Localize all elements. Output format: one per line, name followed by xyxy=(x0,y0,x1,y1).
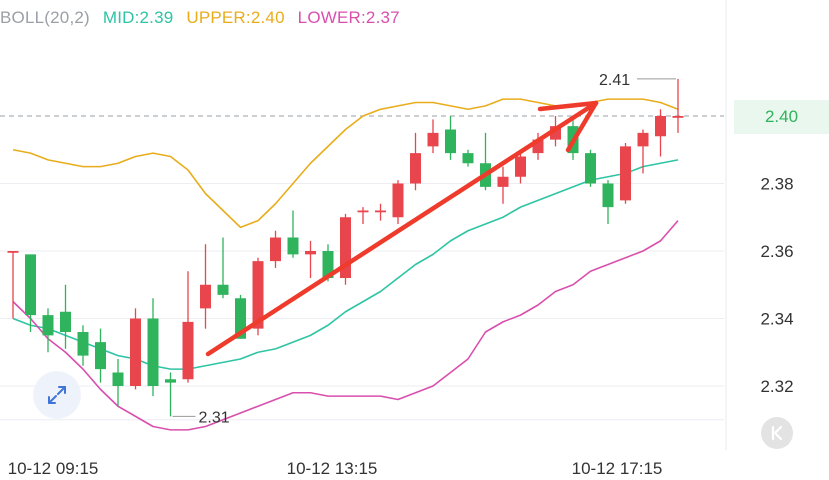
candle-body xyxy=(515,156,526,177)
candle-body xyxy=(445,129,456,154)
boll-upper-line xyxy=(12,98,679,229)
candle-body xyxy=(655,116,666,137)
trend-arrow-shaft xyxy=(205,100,599,357)
candle xyxy=(217,237,229,299)
candle xyxy=(497,166,509,204)
candle xyxy=(532,132,544,160)
candle-body xyxy=(25,254,36,316)
candle xyxy=(427,119,439,154)
current-price-value: 2.40 xyxy=(764,107,799,126)
candle-body xyxy=(340,217,351,278)
candle xyxy=(7,251,19,319)
candle xyxy=(77,325,89,366)
candle-body xyxy=(462,153,474,164)
candle xyxy=(480,132,491,191)
candle-body xyxy=(410,153,421,184)
candle-body xyxy=(375,210,386,213)
candle xyxy=(130,308,141,390)
candle xyxy=(392,180,404,224)
candle-body xyxy=(637,132,649,147)
candle-body xyxy=(585,153,596,184)
candle-body xyxy=(620,146,631,201)
expand-chart-button[interactable] xyxy=(34,372,80,418)
candle-body xyxy=(392,183,404,218)
candle-body xyxy=(182,321,194,380)
boll-indicator-name: BOLL(20,2) xyxy=(0,8,90,27)
candle-body xyxy=(200,284,211,309)
candle-body xyxy=(217,284,229,295)
candle-body xyxy=(550,126,561,140)
candle xyxy=(655,109,666,157)
candle xyxy=(95,328,106,383)
candle-body xyxy=(112,372,124,386)
candle xyxy=(445,116,456,160)
candle-body xyxy=(42,315,54,336)
trend-arrow-head xyxy=(537,100,599,112)
candle-body xyxy=(602,183,614,208)
candle xyxy=(200,244,211,329)
candle xyxy=(112,359,124,407)
candle xyxy=(357,207,369,224)
boll-mid-value: MID:2.39 xyxy=(102,8,174,27)
trend-arrow-head xyxy=(565,100,599,153)
y-axis-tick-label: 2.34 xyxy=(760,310,793,329)
candle xyxy=(602,180,614,224)
candle xyxy=(287,210,299,258)
boll-legend: BOLL(20,2) MID:2.39 UPPER:2.40 LOWER:2.3… xyxy=(0,8,408,30)
candle-body xyxy=(77,332,89,356)
current-price-tag: 2.40 xyxy=(734,100,829,134)
candle-body xyxy=(672,116,684,118)
y-axis-tick-label: 2.38 xyxy=(760,175,793,194)
y-axis-tick-label: 2.36 xyxy=(760,242,793,261)
candle-body xyxy=(147,318,159,386)
candle xyxy=(585,149,596,187)
high-price-label: 2.41 xyxy=(599,72,630,89)
candle-body xyxy=(95,342,106,370)
x-axis-tick-label: 10-12 09:15 xyxy=(8,459,99,478)
candle xyxy=(515,149,526,184)
candle-body xyxy=(165,379,176,383)
boll-upper-value: UPPER:2.40 xyxy=(186,8,285,27)
candle-body xyxy=(252,261,264,329)
candle xyxy=(165,372,176,417)
candle-body xyxy=(322,251,334,278)
candle-body xyxy=(427,132,439,147)
y-axis-tick-label: 2.32 xyxy=(760,377,793,396)
candle xyxy=(270,230,281,268)
boll-lower-value: LOWER:2.37 xyxy=(297,8,400,27)
candle xyxy=(637,129,649,174)
candle xyxy=(375,203,386,221)
candle xyxy=(305,240,316,278)
x-axis-tick-label: 10-12 13:15 xyxy=(287,459,378,478)
candle xyxy=(60,284,71,349)
candle xyxy=(410,132,421,191)
candle-body xyxy=(130,318,141,386)
candle-body xyxy=(60,311,71,332)
candle xyxy=(462,149,474,167)
boll-mid-line xyxy=(12,159,679,370)
candle-body xyxy=(7,251,19,253)
expand-arrows-icon xyxy=(48,386,66,404)
chevron-left-icon xyxy=(771,425,783,441)
candle-body xyxy=(305,251,316,255)
candle-body xyxy=(497,176,509,187)
candle-body xyxy=(287,237,299,255)
candle-body xyxy=(270,237,281,262)
candle xyxy=(340,213,351,285)
candle xyxy=(672,78,684,133)
candle xyxy=(42,308,54,353)
candle-body xyxy=(235,298,246,339)
candle-body xyxy=(532,139,544,154)
scroll-to-latest-button[interactable] xyxy=(761,417,793,449)
candle xyxy=(25,254,36,332)
candle xyxy=(182,271,194,383)
low-price-label: 2.31 xyxy=(199,409,230,426)
candle xyxy=(147,298,159,397)
candle-body xyxy=(357,210,369,213)
boll-lower-line xyxy=(12,220,679,431)
x-axis-tick-label: 10-12 17:15 xyxy=(572,459,663,478)
candle xyxy=(620,143,631,204)
